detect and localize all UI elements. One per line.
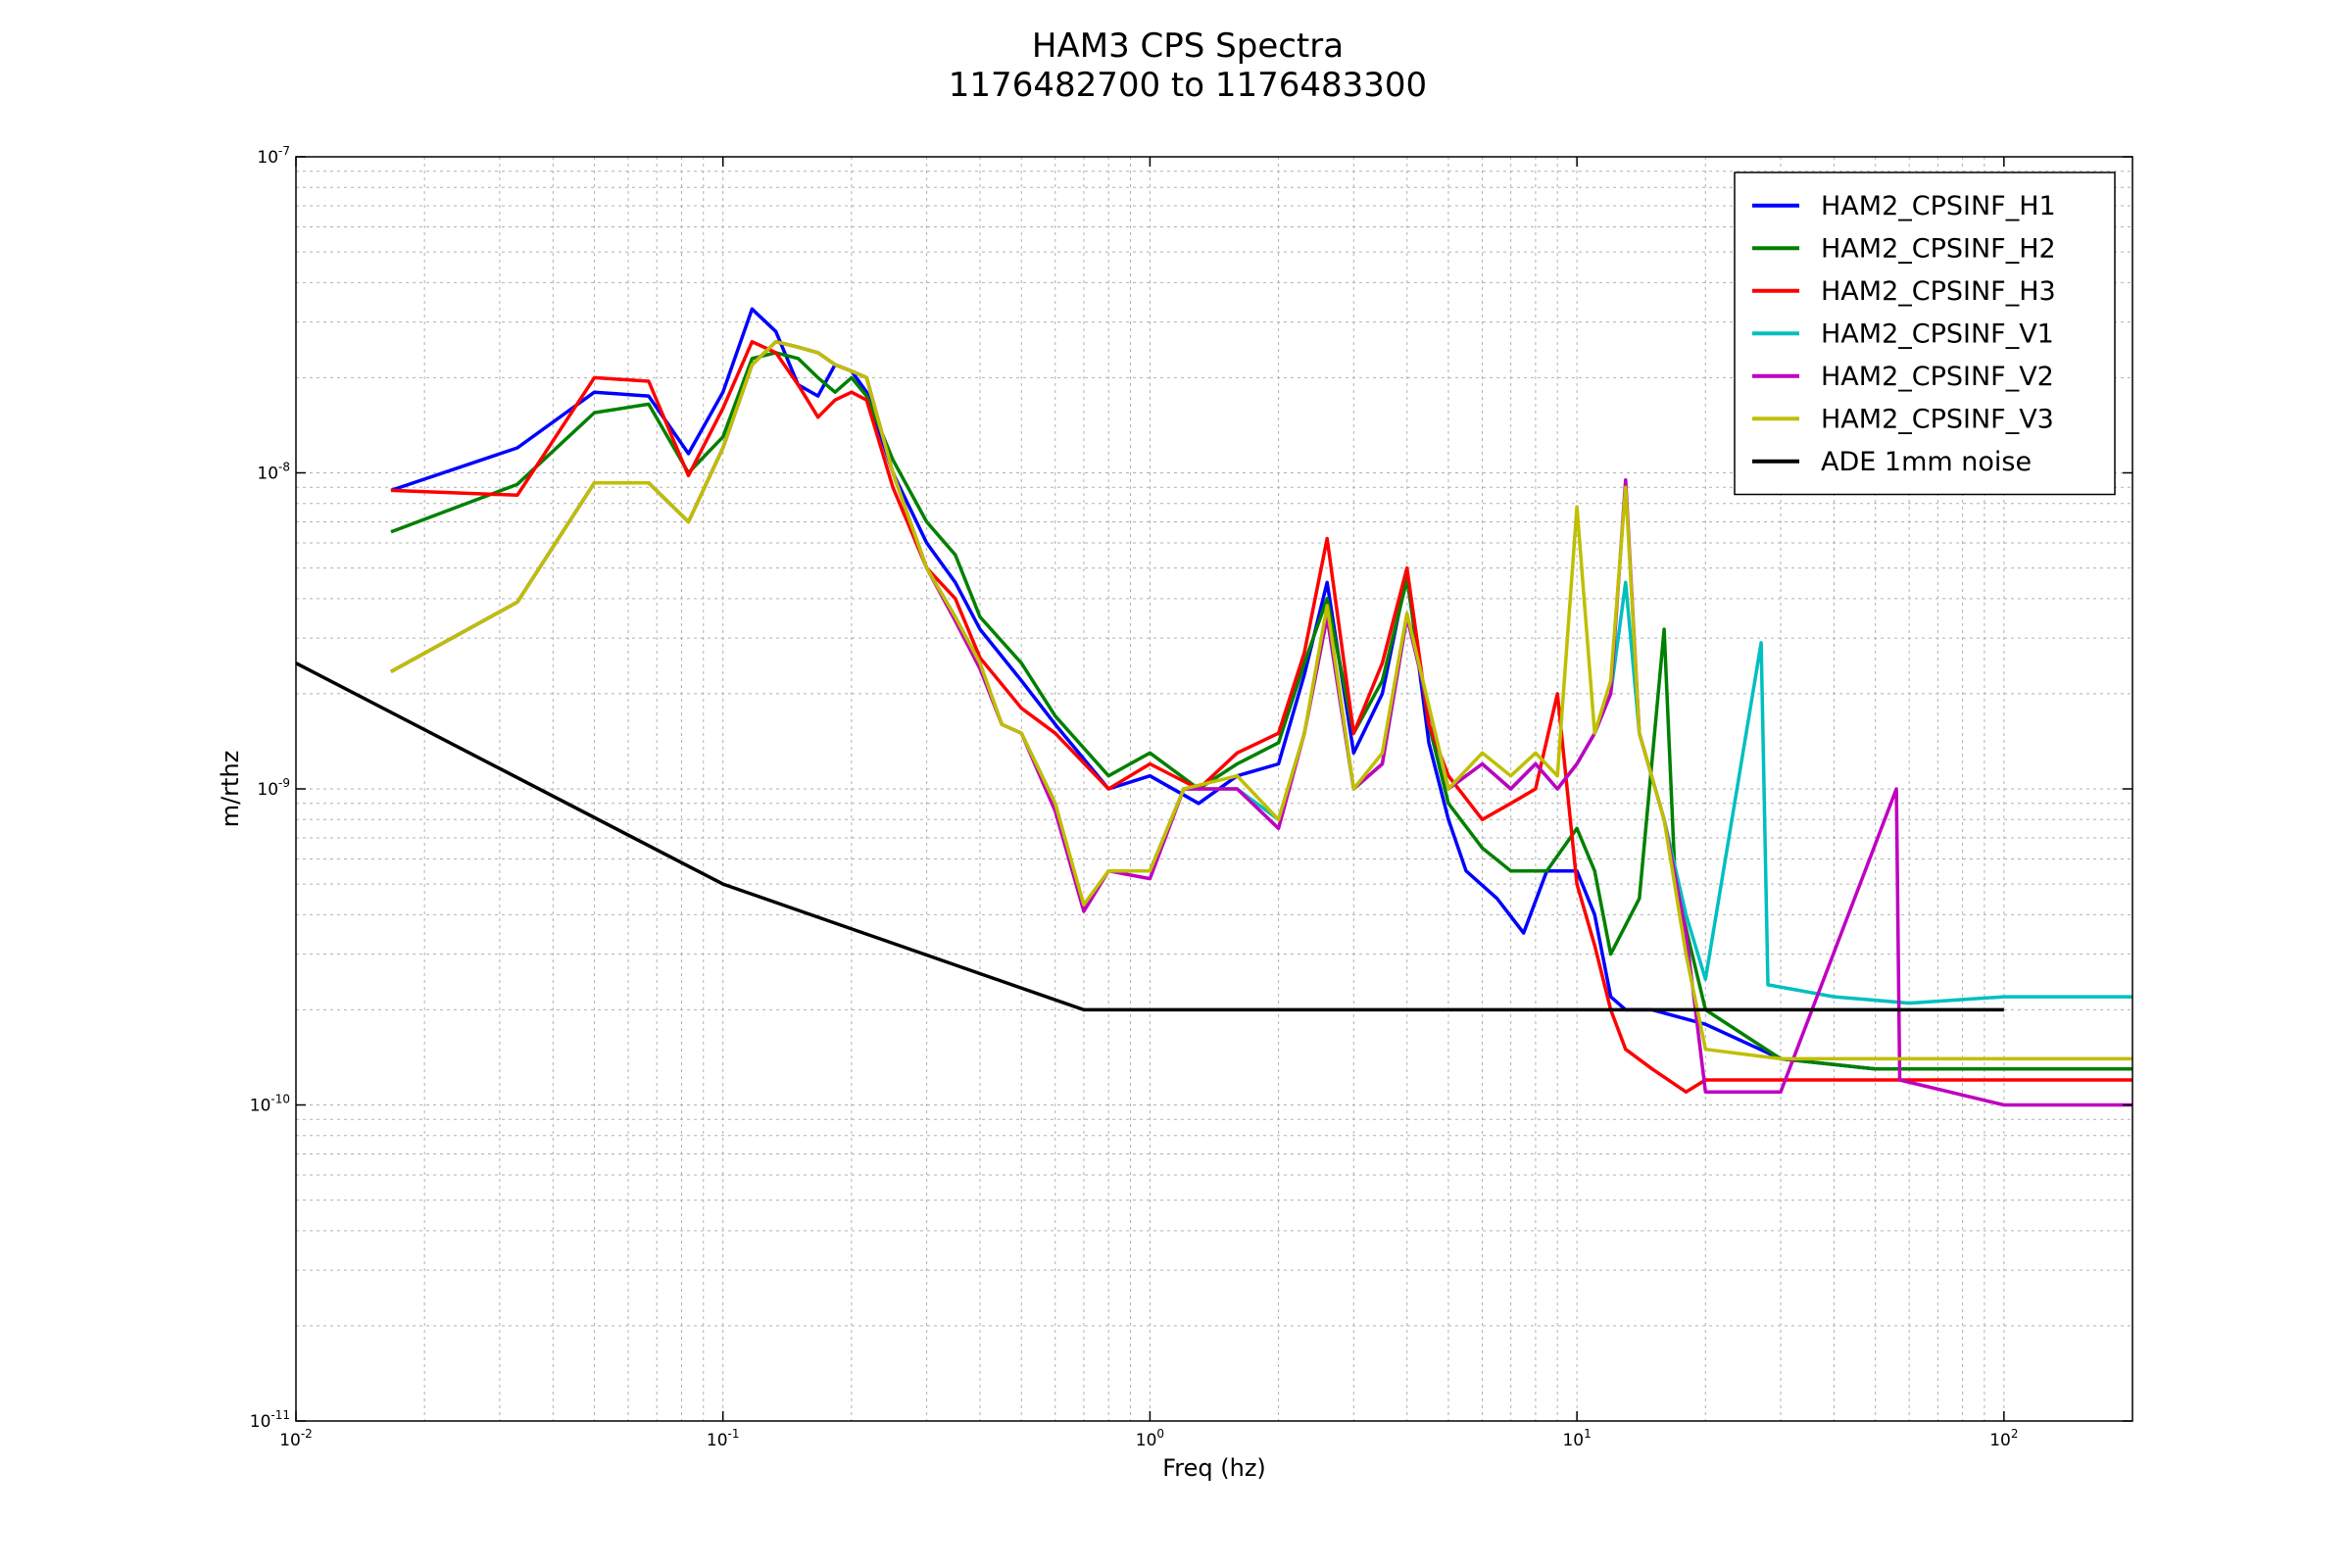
x-tick-label-4: 101 [1562,1427,1591,1450]
y-tick-label-4-base: 10 [257,465,278,484]
chart-subtitle: 1176482700 to 1176483300 [949,66,1427,105]
y-tick-label-1-exp: -11 [270,1408,290,1422]
legend-label-5: HAM2_CPSINF_V2 [1821,362,2054,392]
x-tick-label-2-exp: -1 [728,1427,740,1441]
series-line-3 [390,339,2132,1094]
legend: HAM2_CPSINF_H1 HAM2_CPSINF_H2 HAM2_CPSINF_… [1734,172,2116,496]
series-lines [295,307,2132,1107]
legend-label-6: HAM2_CPSINF_V3 [1821,404,2054,434]
legend-label-7: ADE 1mm noise [1821,447,2032,477]
x-tick-label-3-base: 10 [1136,1431,1157,1450]
y-tick-label-2-base: 10 [250,1097,271,1116]
legend-label-2: HAM2_CPSINF_H2 [1821,233,2056,264]
x-tick-label-1: 10-2 [279,1427,313,1450]
x-tick-label-1-base: 10 [279,1431,301,1450]
y-tick-label-4: 10-8 [257,461,290,484]
series-line-6 [390,339,2132,1061]
x-tick-label-3-exp: 0 [1156,1427,1164,1441]
x-axis-label: Freq (hz) [1162,1454,1266,1482]
y-tick-label-3-base: 10 [257,780,278,800]
x-tick-label-4-base: 10 [1562,1431,1584,1450]
y-tick-label-3: 10-9 [257,776,290,800]
y-tick-label-4-exp: -8 [278,461,290,474]
x-tick-label-2: 10-1 [707,1427,740,1450]
series-line-7 [295,662,2004,1012]
legend-label-1: HAM2_CPSINF_H1 [1821,191,2056,221]
x-tick-label-1-exp: -2 [301,1427,313,1441]
x-tick-label-5: 102 [1989,1427,2018,1450]
x-tick-label-2-base: 10 [707,1431,728,1450]
legend-label-4: HAM2_CPSINF_V1 [1821,318,2054,349]
y-tick-label-1-base: 10 [250,1412,271,1432]
y-axis-label: m/rthz [217,751,244,828]
y-tick-label-3-exp: -9 [278,776,290,790]
y-tick-label-5-exp: -7 [278,144,290,158]
chart-title: HAM3 CPS Spectra [1032,26,1344,66]
y-tick-label-2: 10-10 [250,1093,290,1116]
legend-label-3: HAM2_CPSINF_H3 [1821,276,2056,307]
x-tick-label-5-base: 10 [1989,1431,2011,1450]
y-tick-label-5: 10-7 [257,144,290,168]
y-tick-label-1: 10-11 [250,1408,290,1432]
series-line-2 [390,351,2132,1071]
x-tick-label-4-exp: 1 [1584,1427,1592,1441]
y-tick-label-2-exp: -10 [270,1093,290,1106]
x-tick-label-3: 100 [1136,1427,1164,1450]
y-tick-label-5-base: 10 [257,148,278,168]
x-tick-label-5-exp: 2 [2011,1427,2019,1441]
